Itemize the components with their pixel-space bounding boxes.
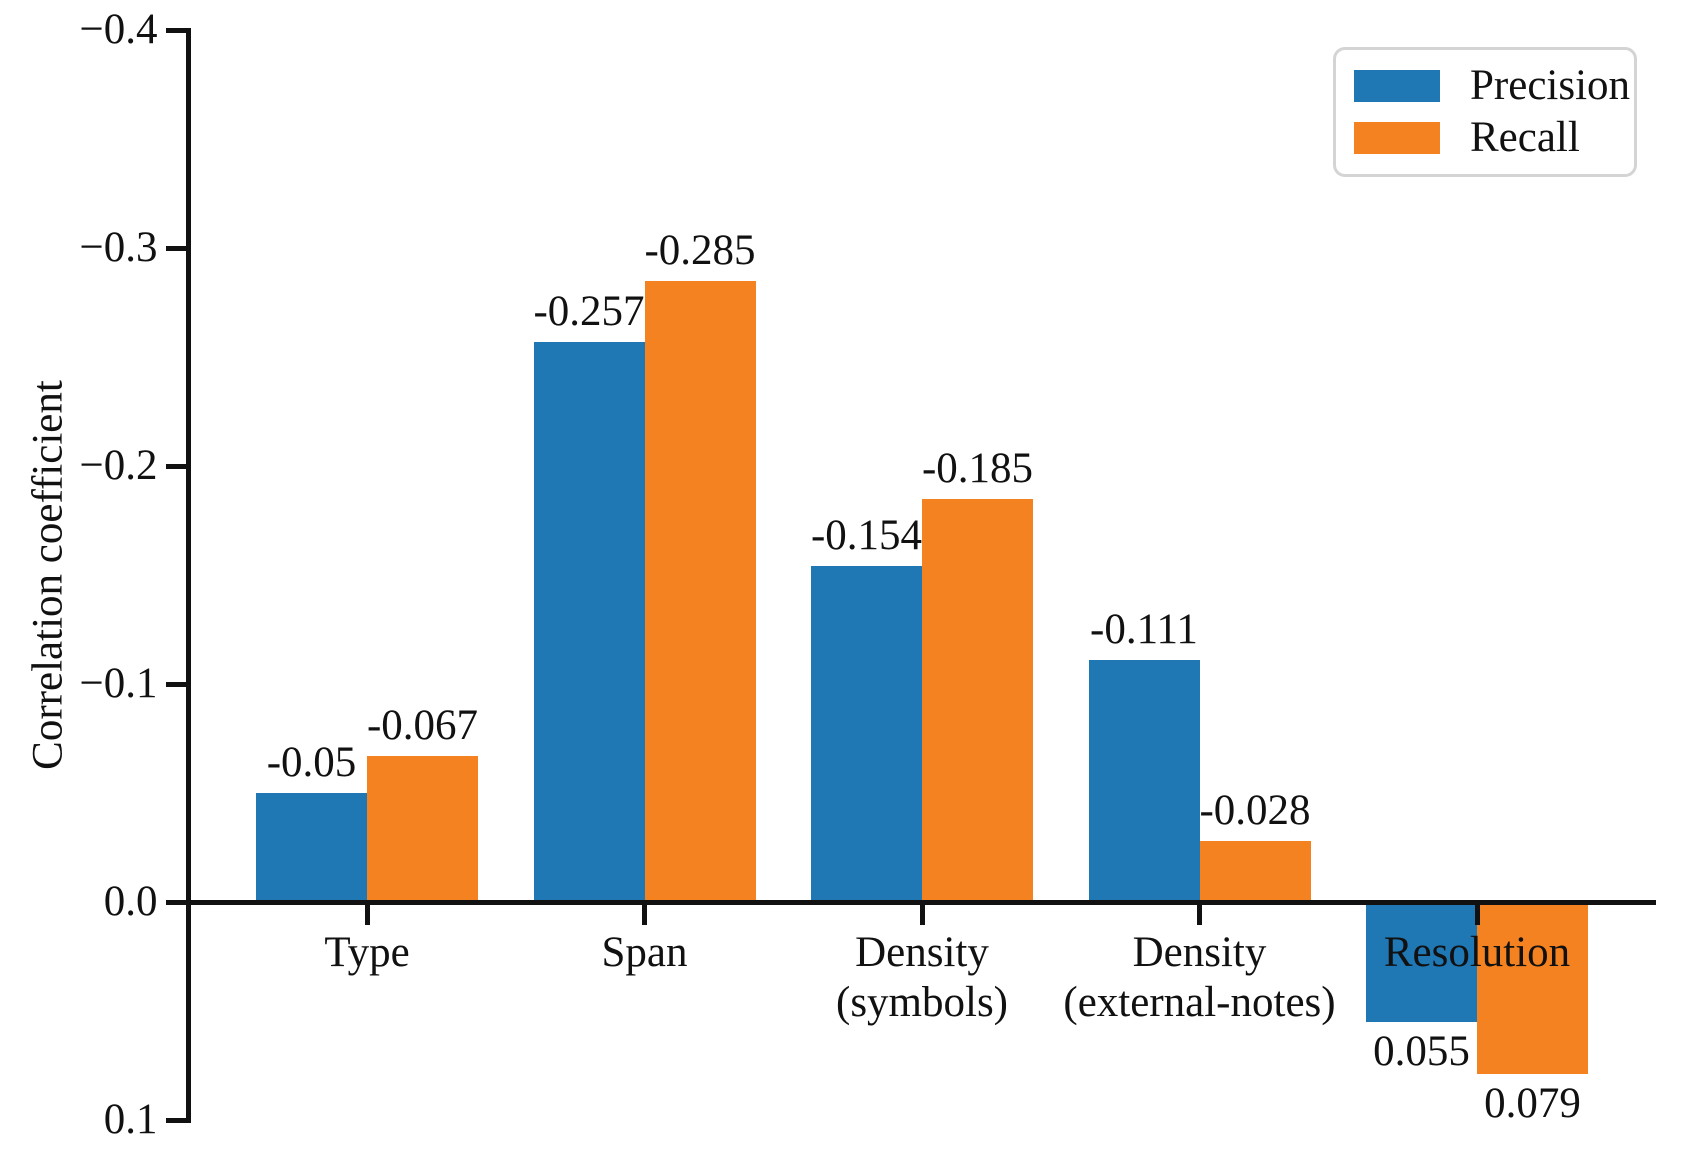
x-category-label-line: Resolution xyxy=(1383,929,1571,976)
legend-label-precision: Precision xyxy=(1470,62,1631,109)
legend-item-precision: Precision xyxy=(1354,61,1630,111)
y-axis-title: Correlation coefficient xyxy=(24,380,72,770)
y-tick xyxy=(165,1117,186,1123)
bar-value-label-precision-density-symbols: -0.154 xyxy=(810,512,923,560)
y-tick-label: −0.1 xyxy=(79,660,158,707)
y-tick xyxy=(165,899,186,905)
x-tick xyxy=(642,904,647,925)
x-category-label-type: Type xyxy=(324,928,409,978)
bar-value-label-precision-resolution: 0.055 xyxy=(1373,1027,1470,1075)
legend-item-recall: Recall xyxy=(1354,113,1616,163)
y-tick xyxy=(165,463,186,469)
x-category-label-density-symbols: Density (symbols) xyxy=(836,928,1008,1028)
y-tick xyxy=(165,245,186,251)
y-tick xyxy=(165,27,186,33)
x-tick xyxy=(1474,904,1480,925)
bar-value-label-precision-type: -0.05 xyxy=(266,739,357,786)
bar-value-label-recall-resolution: 0.079 xyxy=(1484,1080,1581,1128)
bar-precision-density-symbols xyxy=(811,566,922,902)
bar-value-label-recall-density-external-notes: -0.028 xyxy=(1199,786,1311,834)
y-tick-label: −0.3 xyxy=(79,224,158,271)
bar-recall-resolution xyxy=(1477,902,1588,1075)
legend: Precision Recall xyxy=(1333,47,1637,177)
y-tick-label: −0.2 xyxy=(79,442,158,489)
x-category-label-line: (external-notes) xyxy=(1063,979,1336,1026)
x-category-label-line: Density xyxy=(1132,929,1267,976)
bar-value-label-precision-density-external-notes: -0.111 xyxy=(1090,606,1198,654)
bar-recall-type xyxy=(367,755,478,902)
x-category-label-line: Span xyxy=(601,929,688,976)
y-axis-spine xyxy=(185,27,191,1123)
y-tick-label: 0.1 xyxy=(103,1096,158,1143)
y-tick-label: 0.0 xyxy=(103,878,158,925)
x-category-label-resolution: Resolution xyxy=(1384,928,1570,978)
x-category-label-line: Type xyxy=(324,929,410,976)
x-axis-zero-line xyxy=(185,899,1656,905)
bar-recall-span xyxy=(644,280,756,902)
x-category-label-span: Span xyxy=(602,928,688,978)
x-category-label-density-external-notes: Density (external-notes) xyxy=(1063,928,1335,1028)
bar-value-label-recall-span: -0.285 xyxy=(644,226,756,274)
y-tick xyxy=(165,681,186,687)
x-tick xyxy=(364,904,370,925)
bar-recall-density-symbols xyxy=(922,498,1033,902)
bar-precision-resolution xyxy=(1366,902,1477,1022)
x-tick xyxy=(1197,904,1202,925)
x-tick xyxy=(919,904,925,925)
x-category-label-line: (symbols) xyxy=(836,979,1008,1026)
recall-swatch xyxy=(1354,122,1440,154)
bar-precision-span xyxy=(533,341,645,902)
bar-value-label-recall-type: -0.067 xyxy=(366,701,479,749)
bar-precision-type xyxy=(256,793,367,902)
bar-value-label-precision-span: -0.257 xyxy=(533,287,645,335)
x-category-label-line: Density xyxy=(855,929,989,976)
precision-swatch xyxy=(1354,70,1440,102)
legend-label-recall: Recall xyxy=(1470,114,1580,161)
bar-value-label-recall-density-symbols: -0.185 xyxy=(921,444,1034,492)
y-tick-label: −0.4 xyxy=(79,6,158,53)
bar-precision-density-external-notes xyxy=(1088,660,1200,902)
bar-recall-density-external-notes xyxy=(1199,840,1311,902)
